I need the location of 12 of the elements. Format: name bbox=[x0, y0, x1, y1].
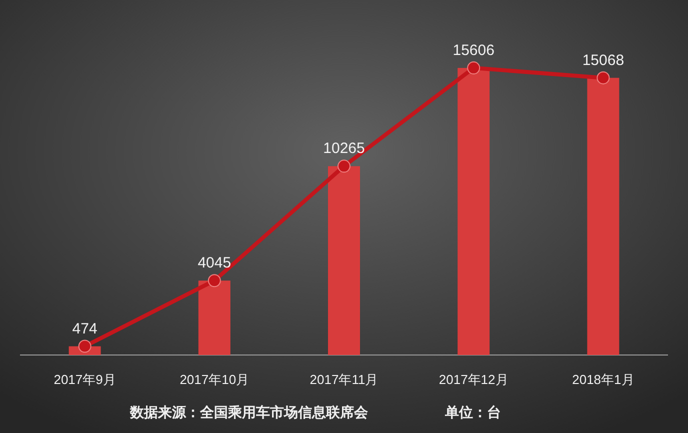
x-tick-label: 2017年12月 bbox=[438, 372, 508, 387]
data-label: 15068 bbox=[582, 52, 624, 69]
data-label: 10265 bbox=[323, 140, 365, 158]
data-label: 4045 bbox=[198, 254, 232, 272]
x-tick-label: 2018年1月 bbox=[572, 372, 634, 387]
x-tick-label: 2017年9月 bbox=[54, 372, 116, 387]
x-tick-label: 2017年11月 bbox=[310, 372, 378, 387]
data-label: 474 bbox=[72, 320, 98, 338]
text: 单位：台 bbox=[444, 404, 501, 420]
data-label: 15606 bbox=[452, 42, 494, 59]
x-tick-label: 2017年10月 bbox=[180, 372, 250, 387]
source-note: 数据来源：全国乘用车市场信息联席会 bbox=[129, 404, 369, 420]
